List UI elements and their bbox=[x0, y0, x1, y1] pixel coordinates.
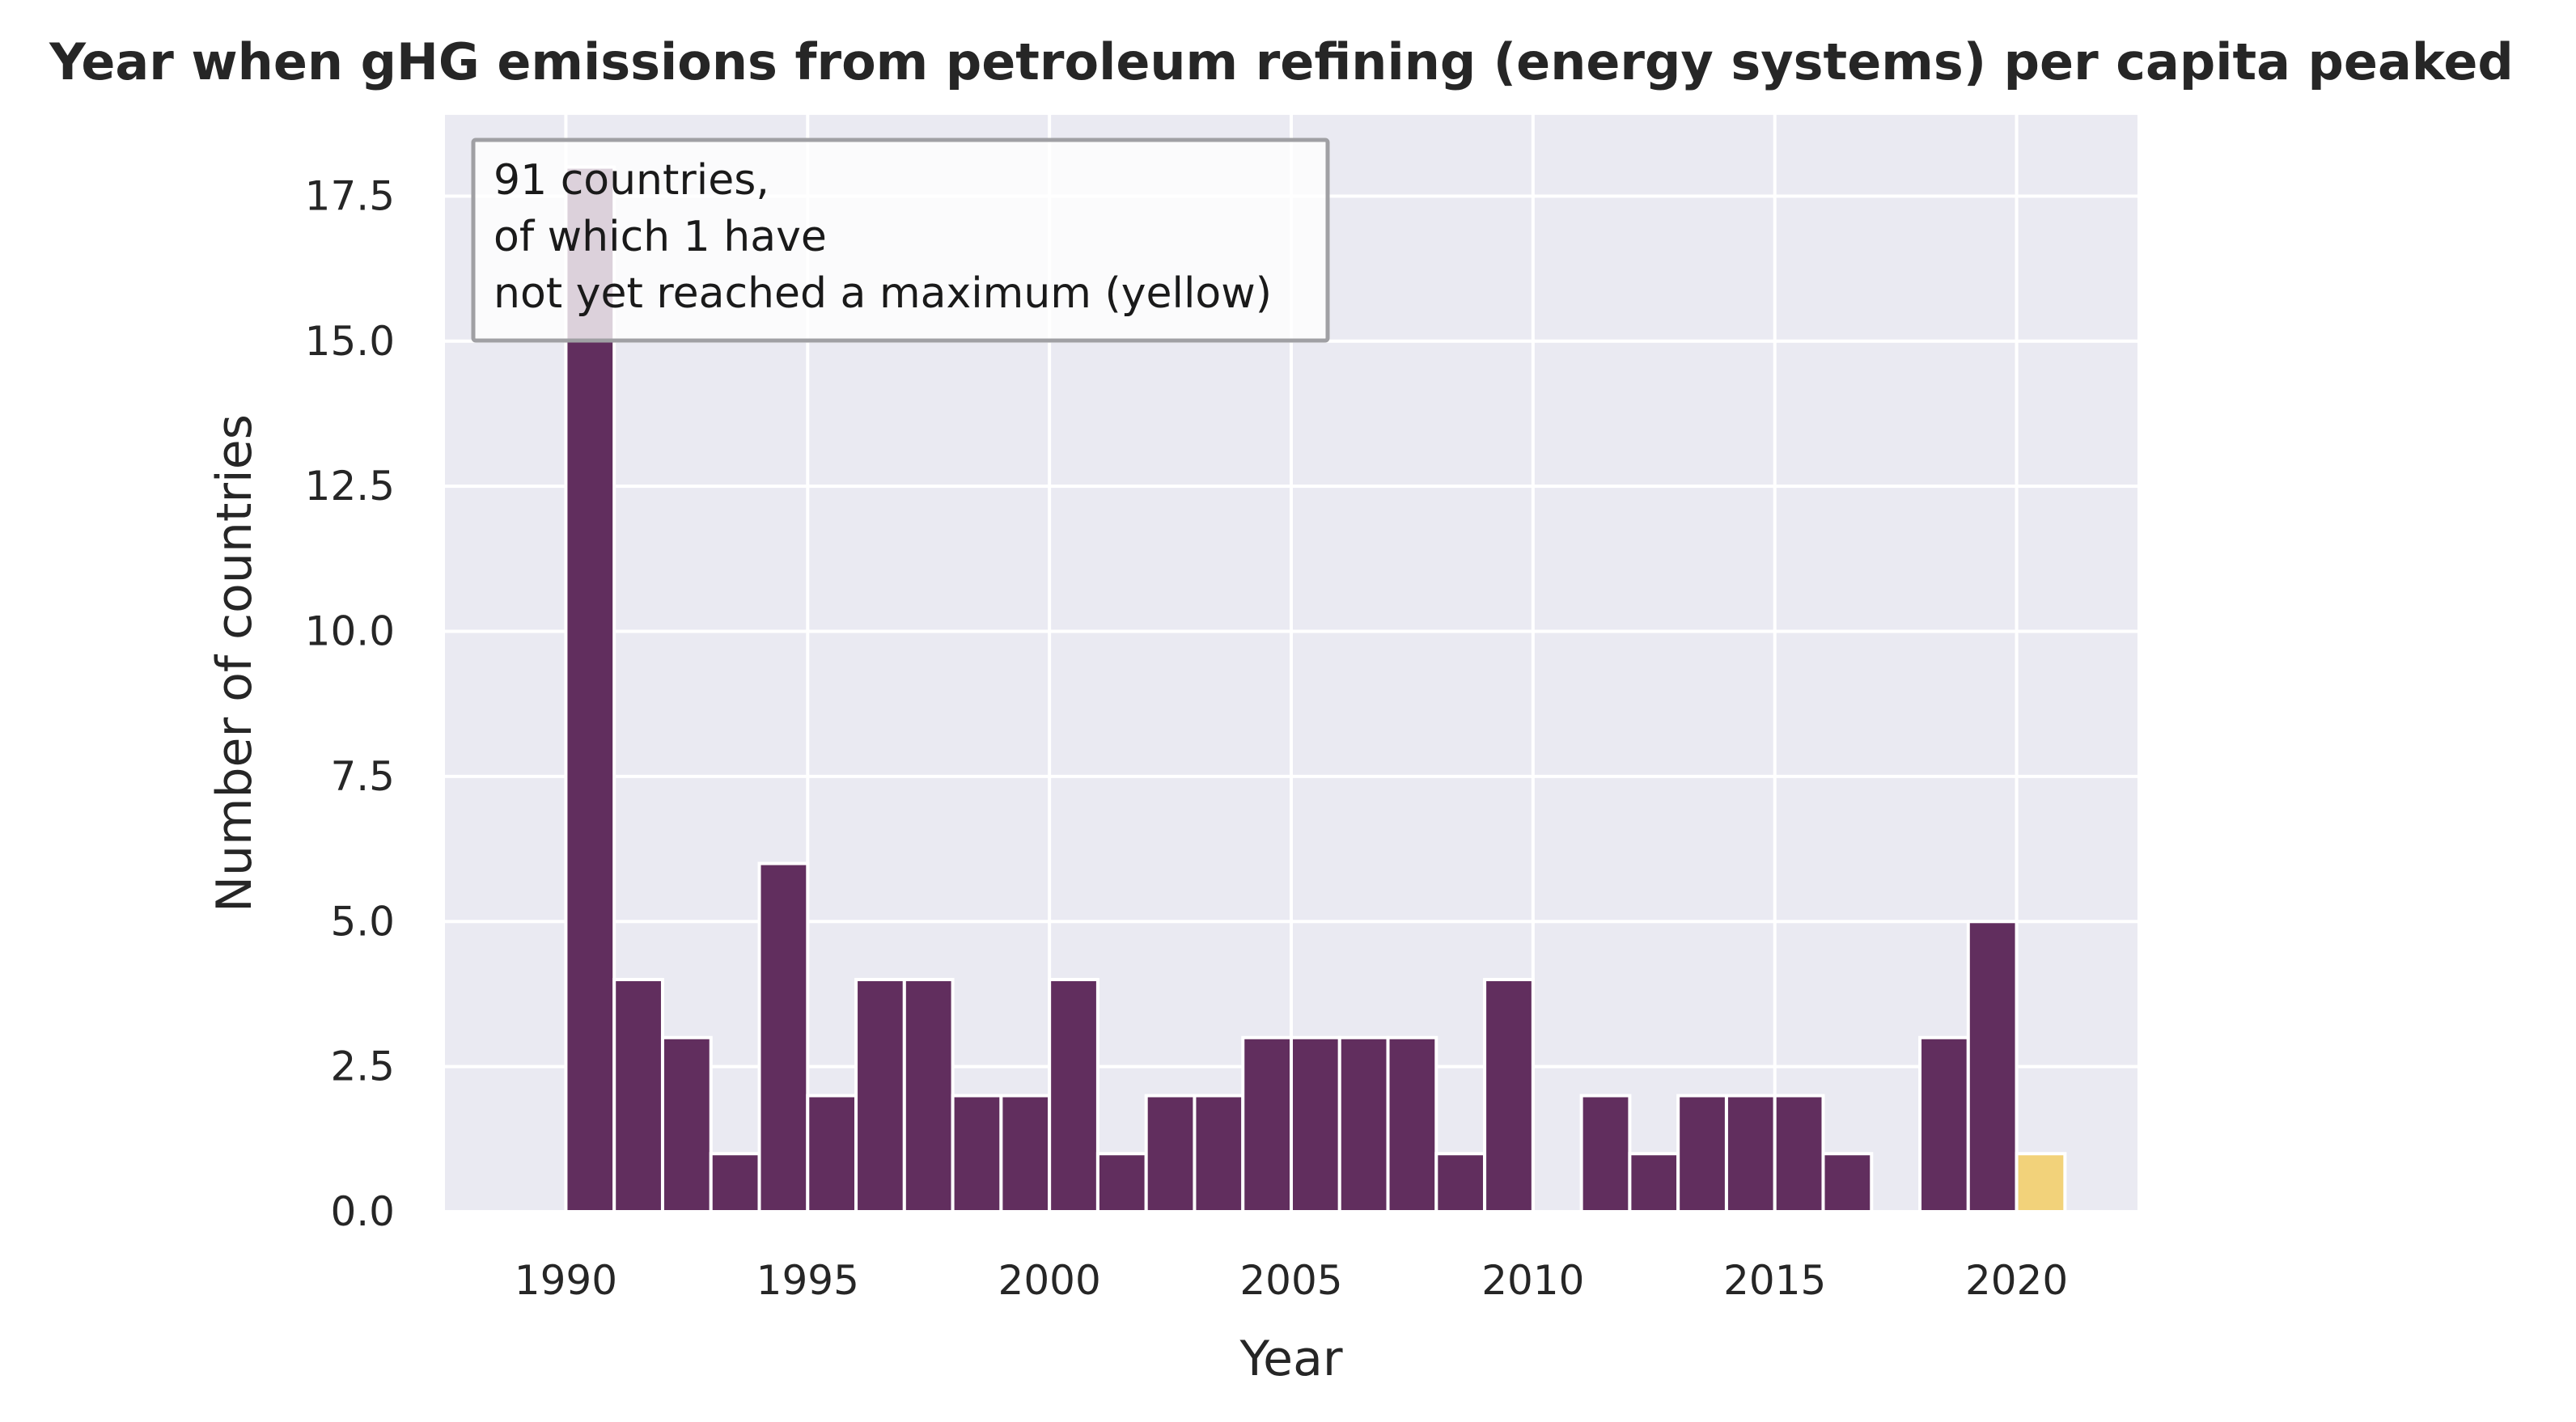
bar-2015 bbox=[1773, 1094, 1825, 1213]
annotation-line-3: not yet reached a maximum (yellow) bbox=[494, 269, 1272, 318]
annotation-box: 91 countries, of which 1 have not yet re… bbox=[471, 138, 1330, 343]
annotation-line-2: of which 1 have bbox=[494, 213, 827, 261]
bar-2001 bbox=[1095, 1152, 1148, 1214]
bar-1993 bbox=[709, 1152, 761, 1214]
x-tick-labels: 1990 1995 2000 2005 2010 2015 2020 bbox=[515, 1257, 2068, 1304]
x-tick-label-2020: 2020 bbox=[1965, 1257, 2068, 1304]
annotation-line-1: 91 countries, bbox=[494, 156, 769, 205]
bar-1998 bbox=[951, 1094, 1003, 1213]
bar-1996 bbox=[854, 978, 906, 1213]
x-tick-label-2005: 2005 bbox=[1239, 1257, 1342, 1304]
bar-2008 bbox=[1434, 1152, 1487, 1214]
chart-title: Year when gHG emissions from petroleum r… bbox=[49, 32, 2514, 91]
x-tick-label-1990: 1990 bbox=[515, 1257, 617, 1304]
bar-2004 bbox=[1241, 1035, 1293, 1214]
x-tick-label-2000: 2000 bbox=[998, 1257, 1101, 1304]
y-axis-label: Number of countries bbox=[206, 414, 263, 912]
y-tick-label: 17.5 bbox=[305, 172, 395, 219]
bar-2000 bbox=[1048, 978, 1099, 1213]
y-tick-label: 10.0 bbox=[305, 608, 395, 655]
annotation-frame bbox=[471, 138, 1330, 343]
bar-2016 bbox=[1821, 1152, 1874, 1214]
y-tick-labels: 0.0 2.5 5.0 7.5 10.0 12.5 15.0 17.5 bbox=[305, 172, 395, 1235]
bar-2012 bbox=[1628, 1152, 1680, 1214]
y-tick-label: 15.0 bbox=[305, 318, 395, 365]
bar-1991 bbox=[612, 978, 664, 1213]
bar-2003 bbox=[1193, 1094, 1245, 1213]
bar-2007 bbox=[1386, 1035, 1438, 1214]
bar-2005 bbox=[1290, 1035, 1341, 1214]
bar-2014 bbox=[1724, 1094, 1777, 1213]
bar-1999 bbox=[999, 1094, 1052, 1213]
bar-2009 bbox=[1483, 978, 1535, 1213]
x-axis-label: Year bbox=[1239, 1331, 1342, 1387]
y-tick-label: 7.5 bbox=[330, 753, 395, 800]
bar-2006 bbox=[1337, 1035, 1390, 1214]
x-tick-label-2010: 2010 bbox=[1481, 1257, 1584, 1304]
bar-1994 bbox=[757, 861, 810, 1213]
y-tick-label: 5.0 bbox=[330, 898, 395, 945]
bar-2019 bbox=[1966, 920, 2019, 1214]
bar-2011 bbox=[1579, 1094, 1632, 1213]
y-tick-label: 0.0 bbox=[330, 1188, 395, 1235]
bar-1997 bbox=[902, 978, 955, 1213]
bar-2018 bbox=[1918, 1035, 1970, 1214]
bar-2002 bbox=[1144, 1094, 1197, 1213]
x-tick-label-1995: 1995 bbox=[756, 1257, 859, 1304]
bar-2020 bbox=[2015, 1152, 2067, 1214]
x-tick-label-2015: 2015 bbox=[1723, 1257, 1826, 1304]
bars bbox=[564, 165, 2067, 1214]
bar-1992 bbox=[660, 1035, 713, 1214]
y-tick-label: 12.5 bbox=[305, 463, 395, 510]
y-tick-label: 2.5 bbox=[330, 1043, 395, 1090]
bar-2013 bbox=[1676, 1094, 1728, 1213]
bar-1995 bbox=[806, 1094, 858, 1213]
